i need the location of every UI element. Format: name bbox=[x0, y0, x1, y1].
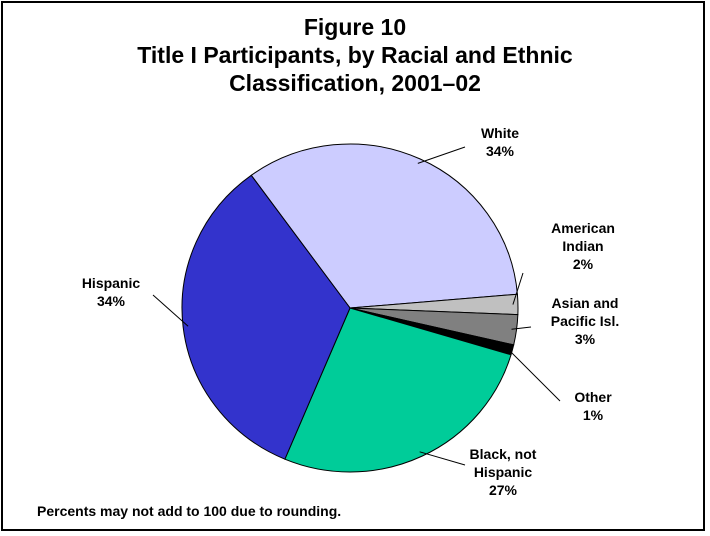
label-other: Other 1% bbox=[563, 388, 623, 424]
label-white-name: White bbox=[480, 125, 520, 141]
chart-title: Figure 10 Title I Participants, by Racia… bbox=[3, 13, 707, 97]
pie-chart bbox=[152, 143, 561, 473]
pie-slice-white bbox=[250, 143, 518, 309]
title-line-2: Title I Participants, by Racial and Ethn… bbox=[137, 42, 573, 68]
label-hispanic-name: Hispanic bbox=[81, 275, 141, 291]
leader-line-white bbox=[417, 146, 466, 164]
pie-slice-hispanic bbox=[181, 174, 351, 460]
label-black-line-1: Black, not bbox=[469, 446, 537, 462]
leader-line-asian-pacific bbox=[511, 326, 532, 330]
label-black-value: 27% bbox=[488, 482, 518, 498]
label-american-indian-value: 2% bbox=[572, 256, 594, 272]
label-american-indian-line-2: Indian bbox=[562, 238, 604, 254]
label-hispanic: Hispanic 34% bbox=[61, 274, 161, 310]
label-american-indian-line-1: American bbox=[551, 220, 615, 236]
label-asian-pacific-line-1: Asian and bbox=[551, 295, 619, 311]
label-asian-pacific: Asian and Pacific Isl. 3% bbox=[535, 294, 635, 348]
label-white-value: 34% bbox=[485, 143, 515, 159]
pie-slice-black bbox=[284, 307, 512, 473]
title-line-3: Classification, 2001–02 bbox=[229, 70, 481, 96]
label-asian-pacific-line-2: Pacific Isl. bbox=[550, 313, 620, 329]
label-other-name: Other bbox=[574, 389, 612, 405]
leader-line-other bbox=[507, 348, 561, 402]
label-american-indian: American Indian 2% bbox=[538, 219, 628, 273]
title-line-1: Figure 10 bbox=[303, 14, 407, 40]
leader-line-hispanic bbox=[152, 294, 189, 327]
label-asian-pacific-value: 3% bbox=[574, 331, 596, 347]
leader-line-black bbox=[419, 451, 466, 466]
label-black: Black, not Hispanic 27% bbox=[458, 445, 548, 499]
label-black-line-2: Hispanic bbox=[473, 464, 533, 480]
label-hispanic-value: 34% bbox=[96, 293, 126, 309]
label-white: White 34% bbox=[465, 124, 535, 160]
footnote: Percents may not add to 100 due to round… bbox=[37, 503, 342, 519]
leader-line-american-indian bbox=[512, 272, 524, 305]
label-other-value: 1% bbox=[582, 407, 604, 423]
